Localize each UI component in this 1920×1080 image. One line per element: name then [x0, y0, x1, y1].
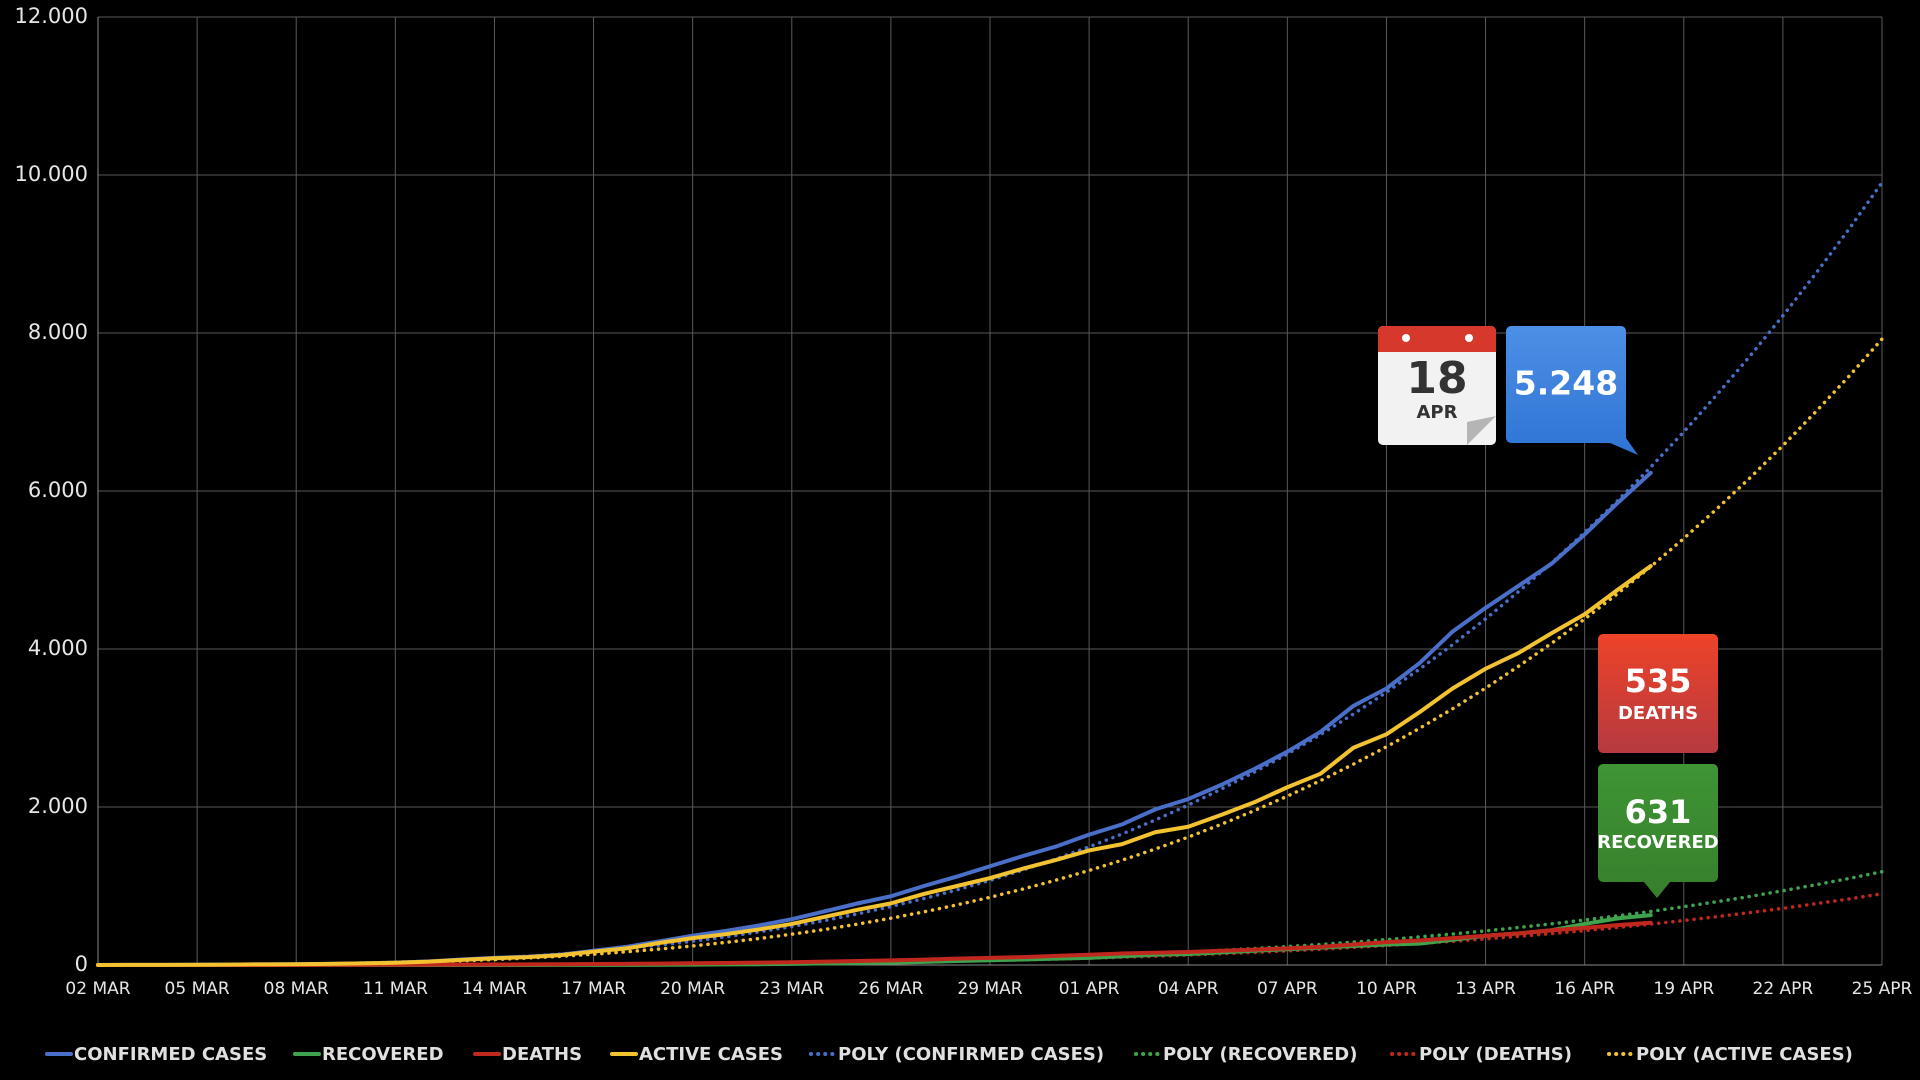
y-tick-label: 2.000	[28, 794, 88, 818]
callout-value: 5.248	[1514, 364, 1618, 403]
callout-box	[1598, 764, 1718, 898]
confirmed-callout: 5.248	[1506, 326, 1638, 455]
calendar-ring	[1402, 334, 1410, 342]
callout-value: 631	[1625, 793, 1692, 831]
callout-label: RECOVERED	[1597, 832, 1719, 853]
x-tick-label: 07 APR	[1257, 979, 1318, 999]
calendar-body	[1378, 326, 1496, 445]
y-tick-label: 10.000	[15, 162, 88, 186]
y-tick-label: 6.000	[28, 478, 88, 502]
x-tick-label: 14 MAR	[462, 979, 527, 999]
legend-label: CONFIRMED CASES	[74, 1044, 267, 1065]
recovered-callout: 631 RECOVERED	[1597, 764, 1719, 898]
x-tick-label: 23 MAR	[759, 979, 824, 999]
x-tick-label: 08 MAR	[264, 979, 329, 999]
callout-box	[1506, 326, 1638, 455]
x-tick-label: 11 MAR	[363, 979, 428, 999]
calendar-month: APR	[1417, 402, 1458, 423]
callout-box	[1598, 634, 1718, 753]
callout-value: 535	[1625, 662, 1692, 700]
deaths-callout: 535 DEATHS	[1598, 634, 1718, 753]
x-tick-label: 22 APR	[1753, 979, 1814, 999]
calendar-ring	[1465, 334, 1473, 342]
x-tick-label: 29 MAR	[957, 979, 1022, 999]
legend: CONFIRMED CASES RECOVERED DEATHS ACTIVE CAS…	[45, 1044, 1853, 1065]
x-tick-label: 19 APR	[1653, 979, 1714, 999]
data-line	[96, 470, 1653, 967]
y-tick-label: 8.000	[28, 320, 88, 344]
x-tick-label: 10 APR	[1356, 979, 1417, 999]
legend-label: ACTIVE CASES	[639, 1044, 783, 1065]
legend-label: POLY (CONFIRMED CASES)	[838, 1044, 1104, 1065]
x-tick-label: 17 MAR	[561, 979, 626, 999]
x-tick-label: 04 APR	[1158, 979, 1219, 999]
y-tick-label: 12.000	[15, 4, 88, 28]
legend-label: POLY (DEATHS)	[1419, 1044, 1572, 1065]
data-line	[96, 564, 1653, 967]
x-tick-label: 20 MAR	[660, 979, 725, 999]
x-tick-label: 13 APR	[1455, 979, 1516, 999]
calendar-top	[1378, 326, 1496, 352]
y-tick-label: 0	[75, 952, 88, 976]
legend-label: RECOVERED	[322, 1044, 444, 1065]
x-tick-label: 05 MAR	[165, 979, 230, 999]
plot-lines	[96, 180, 1884, 967]
legend-label: DEATHS	[502, 1044, 582, 1065]
legend-label: POLY (ACTIVE CASES)	[1636, 1044, 1853, 1065]
x-tick-label: 01 APR	[1059, 979, 1120, 999]
x-tick-label: 02 MAR	[65, 979, 130, 999]
calendar-curl	[1467, 416, 1496, 445]
x-tick-label: 16 APR	[1554, 979, 1615, 999]
x-tick-label: 25 APR	[1852, 979, 1913, 999]
grid: 0 2.000 4.000 6.000 8.000 10.000 12.000 02 MAR 0…	[15, 4, 1913, 999]
calendar-annotation: 18 APR	[1378, 326, 1496, 445]
x-tick-label: 26 MAR	[858, 979, 923, 999]
legend-label: POLY (RECOVERED)	[1163, 1044, 1357, 1065]
callout-label: DEATHS	[1618, 703, 1698, 724]
y-tick-label: 4.000	[28, 636, 88, 660]
calendar-day: 18	[1406, 353, 1467, 404]
